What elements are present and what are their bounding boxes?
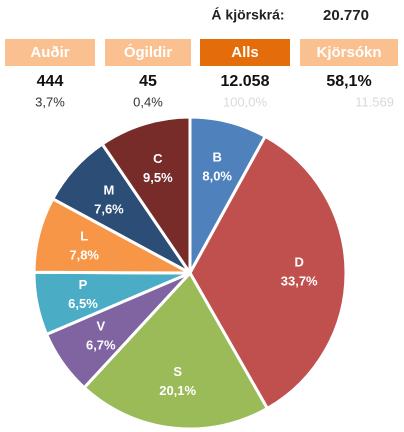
slice-category: P <box>79 277 88 292</box>
header-cell <box>105 39 191 66</box>
summary: Auðir 444 3,7% Ógildir 45 0,4% Alls 12.058 100,0… <box>5 39 398 109</box>
pie-slice <box>82 271 269 431</box>
header-label: Kjörsókn <box>316 44 381 61</box>
slice-label: 6,7% <box>86 337 116 352</box>
header-label: Auðir <box>30 44 69 61</box>
pie: B 8,0% D 33,7% S 20,1% V 6,7% P 6,5% L 7,8% M 7,6% C 9,… <box>32 115 348 431</box>
registered-value: 20.770 <box>323 7 369 24</box>
slice-category: S <box>173 364 182 379</box>
slice-category: V <box>96 318 105 333</box>
summary-value: 12.058 <box>221 73 270 90</box>
slice-label: 7,8% <box>69 247 99 262</box>
summary-share: 3,7% <box>35 94 65 109</box>
slice-label: 33,7% <box>281 274 318 289</box>
slice-category: L <box>80 228 88 243</box>
slice-category: D <box>295 255 304 270</box>
registered-label: Á kjörskrá: <box>211 7 284 23</box>
summary-value: 58,1% <box>326 73 371 90</box>
summary-value: 444 <box>37 73 64 90</box>
slice-label: 7,6% <box>94 201 124 216</box>
header-cell <box>300 39 398 66</box>
slice-category: B <box>212 150 221 165</box>
pie-slice <box>100 115 192 275</box>
summary-share: 11.569 <box>355 94 394 109</box>
header-cell <box>5 39 95 66</box>
summary-share: 100,0% <box>223 94 268 109</box>
header-cell <box>200 39 290 66</box>
header-label: Ógildir <box>124 43 172 61</box>
slice-category: C <box>153 151 163 166</box>
slice-label: 8,0% <box>202 169 232 184</box>
header-label: Alls <box>231 44 259 61</box>
summary-value: 45 <box>139 73 157 90</box>
slice-label: 20,1% <box>159 383 196 398</box>
slice-category: M <box>104 182 115 197</box>
summary-share: 0,4% <box>133 94 163 109</box>
slice-label: 6,5% <box>68 296 98 311</box>
slice-label: 9,5% <box>143 170 173 185</box>
